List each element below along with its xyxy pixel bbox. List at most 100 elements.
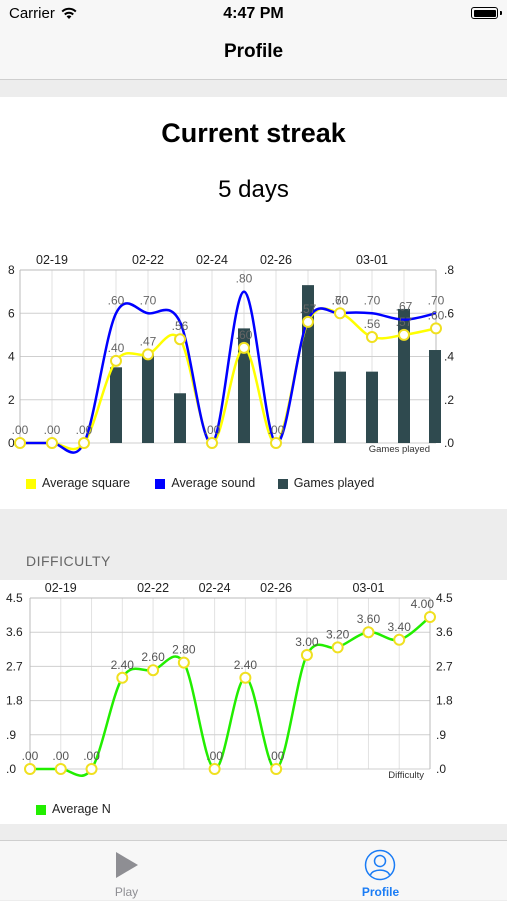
data-label: .00 xyxy=(22,749,39,763)
games-played-bar xyxy=(334,371,346,443)
right-axis-tick-label: 3.6 xyxy=(436,625,453,639)
data-label: .00 xyxy=(12,423,29,437)
average-square-point xyxy=(46,437,58,449)
legend-label: Games played xyxy=(293,476,375,490)
legend-swatch xyxy=(277,479,288,489)
difficulty-chart: .0 .9 1.8 2.7 3.6 4.5 .0 .9 1.8 2.7 3.6 4.5 02-19 02-… xyxy=(6,581,453,781)
data-label: .00 xyxy=(206,749,223,763)
data-label: .70 xyxy=(140,293,157,307)
left-axis-tick-label: .0 xyxy=(6,762,16,776)
left-axis-tick-label: 1.8 xyxy=(6,694,23,708)
battery-icon xyxy=(471,7,502,19)
average-n-point xyxy=(24,763,36,775)
average-square-point xyxy=(238,341,250,354)
average-n-point xyxy=(208,763,221,775)
legend-swatch xyxy=(36,805,46,815)
tab-play-label: Play xyxy=(114,885,139,899)
data-label: .56 xyxy=(364,317,381,331)
data-label: .00 xyxy=(83,749,100,763)
games-played-bar xyxy=(142,354,154,443)
left-axis-tick-label: .9 xyxy=(6,728,16,742)
data-label: .60 xyxy=(236,328,253,342)
data-label: 4.00 xyxy=(411,597,435,611)
x-axis-tick-label: 03-01 xyxy=(352,581,384,595)
difficulty-section-header: DIFFICULTY xyxy=(26,553,111,569)
axis-title: Difficulty xyxy=(388,770,424,781)
x-axis-tick-label: 03-01 xyxy=(356,253,388,267)
data-label: .00 xyxy=(268,423,285,437)
wifi-icon xyxy=(61,7,77,19)
average-n-point xyxy=(331,641,344,654)
carrier-label: Carrier xyxy=(9,5,55,22)
average-n-line xyxy=(29,615,431,777)
average-square-point xyxy=(174,333,186,346)
data-label: .57 xyxy=(396,315,413,329)
x-axis-tick-label: 02-19 xyxy=(36,253,68,267)
average-square-point xyxy=(398,328,410,341)
data-label: 3.40 xyxy=(388,620,412,634)
games-played-bar xyxy=(398,308,410,443)
x-axis-tick-label: 02-24 xyxy=(199,581,231,595)
tab-profile[interactable]: Profile xyxy=(254,841,507,901)
average-n-point xyxy=(54,763,67,775)
tab-bar: Play Profile xyxy=(0,840,507,900)
left-axis-tick-label: 2 xyxy=(8,393,15,407)
data-label: .80 xyxy=(236,272,253,286)
average-square-point xyxy=(142,348,154,361)
data-label: .70 xyxy=(428,293,445,307)
profile-icon xyxy=(364,849,396,881)
average-n-point xyxy=(424,611,436,623)
play-icon xyxy=(116,852,138,878)
average-n-point xyxy=(177,656,190,669)
performance-chart: 0 2 4 6 8 .0 .2 .4 .6 .8 02-19 02-22 02-24 02-26 03-01… xyxy=(8,253,454,455)
right-axis-tick-label: .2 xyxy=(444,393,454,407)
tab-profile-label: Profile xyxy=(361,885,400,899)
current-streak-value: 5 days xyxy=(218,176,289,203)
data-label: .00 xyxy=(52,749,69,763)
data-label: .70 xyxy=(332,293,349,307)
legend-swatch xyxy=(155,479,166,489)
data-label: .57 xyxy=(300,302,317,316)
data-label: .67 xyxy=(396,300,413,314)
right-axis-tick-label: .6 xyxy=(444,306,454,320)
right-axis-tick-label: .4 xyxy=(444,350,454,364)
navigation-bar: Profile xyxy=(0,28,507,80)
legend-label: Average sound xyxy=(171,476,256,490)
legend-label: Average N xyxy=(52,802,111,816)
data-label: 2.80 xyxy=(172,643,196,657)
data-label: .40 xyxy=(108,341,125,355)
data-label: .00 xyxy=(76,423,93,437)
left-axis-tick-label: 3.6 xyxy=(6,625,23,639)
average-square-point xyxy=(206,437,218,449)
tab-play[interactable]: Play xyxy=(0,841,253,901)
bar-axis-title: Games played xyxy=(369,444,430,455)
average-n-point xyxy=(362,626,375,639)
games-played-bar xyxy=(110,367,122,443)
average-square-point xyxy=(430,322,442,335)
status-bar: Carrier 4:47 PM xyxy=(0,0,507,28)
average-sound-line xyxy=(20,290,437,454)
games-played-bar xyxy=(366,371,378,443)
data-label: 3.60 xyxy=(357,612,381,626)
data-label: 3.20 xyxy=(326,627,350,641)
x-axis-tick-label: 02-22 xyxy=(132,253,164,267)
data-label: .00 xyxy=(44,423,61,437)
average-square-point xyxy=(334,307,346,320)
average-square-point xyxy=(270,437,282,449)
data-label: .60 xyxy=(332,293,349,307)
average-square-point xyxy=(78,437,90,449)
x-axis-tick-label: 02-22 xyxy=(137,581,169,595)
average-n-point xyxy=(393,633,406,646)
games-played-bar xyxy=(429,350,441,443)
games-played-bar xyxy=(174,393,186,443)
data-label: .56 xyxy=(172,319,189,333)
current-streak-title: Current streak xyxy=(161,118,346,148)
x-axis-tick-label: 02-26 xyxy=(260,253,292,267)
right-axis-tick-label: .0 xyxy=(444,436,454,450)
data-label: .70 xyxy=(364,293,381,307)
left-axis-tick-label: 6 xyxy=(8,306,15,320)
legend-label: Average square xyxy=(42,476,131,490)
average-square-point xyxy=(14,437,26,449)
games-played-bar xyxy=(238,328,250,443)
data-label: 2.40 xyxy=(111,658,135,672)
